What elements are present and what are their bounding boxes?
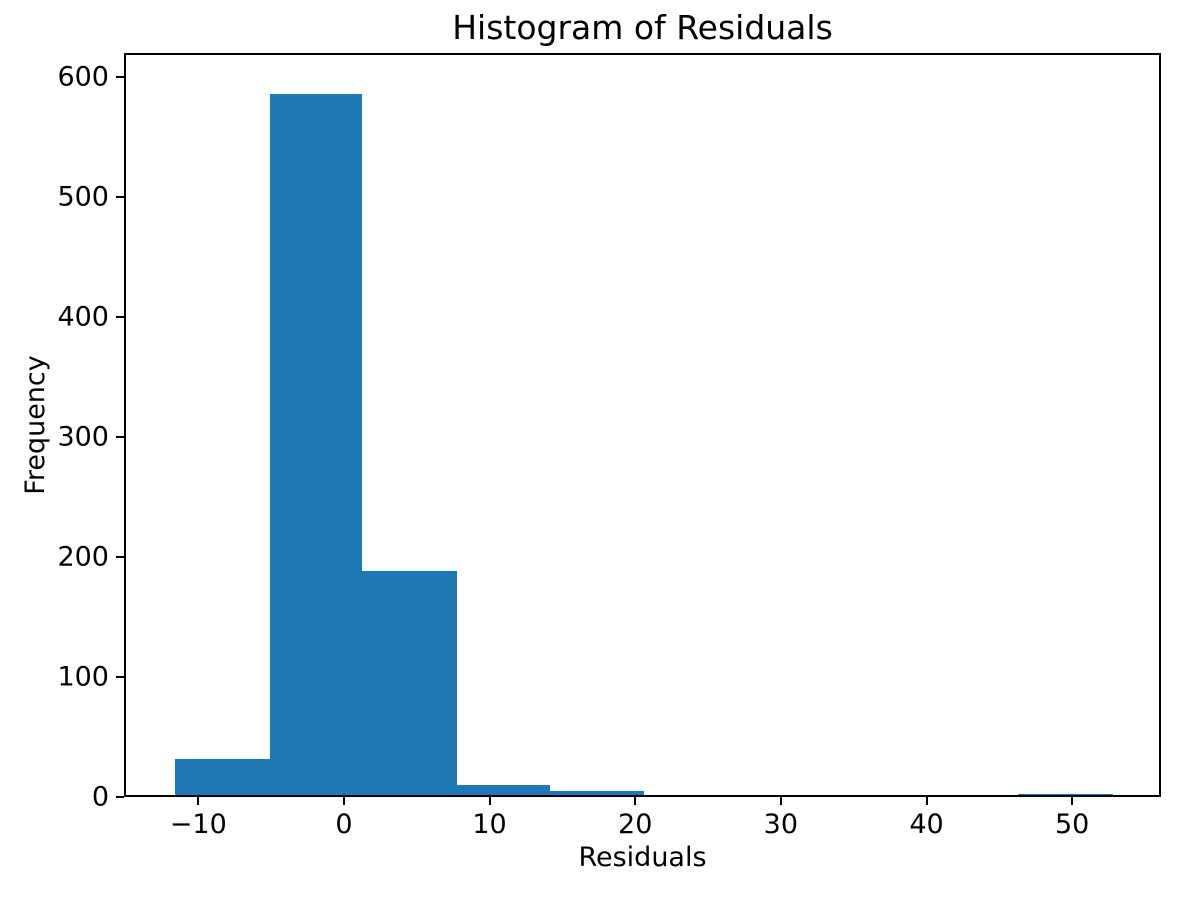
x-tick-label: 40 bbox=[909, 809, 944, 840]
y-axis-label: Frequency bbox=[19, 355, 51, 495]
y-tick-label: 0 bbox=[91, 781, 109, 813]
histogram-bar bbox=[269, 94, 363, 795]
x-tick-label: 30 bbox=[763, 809, 799, 840]
y-tick-label: 100 bbox=[57, 661, 109, 693]
y-tick-label: 300 bbox=[57, 421, 109, 453]
y-tick-mark bbox=[116, 675, 124, 678]
x-tick-mark bbox=[488, 797, 491, 805]
x-tick-mark bbox=[634, 797, 637, 805]
y-tick-label: 500 bbox=[57, 181, 109, 213]
histogram-bar bbox=[175, 759, 270, 795]
y-tick-label: 200 bbox=[57, 541, 109, 573]
y-tick-mark bbox=[116, 76, 124, 78]
x-tick-mark bbox=[197, 797, 200, 805]
x-tick-mark bbox=[342, 797, 345, 805]
y-tick-mark bbox=[116, 196, 124, 198]
histogram-bar bbox=[362, 570, 457, 795]
x-tick-mark bbox=[1071, 797, 1074, 805]
plot-area bbox=[124, 53, 1161, 797]
chart-title: Histogram of Residuals bbox=[452, 8, 833, 47]
y-tick-mark bbox=[116, 316, 124, 318]
x-tick-mark bbox=[925, 797, 928, 805]
y-tick-label: 600 bbox=[57, 61, 109, 93]
y-tick-mark bbox=[116, 796, 124, 798]
x-tick-mark bbox=[779, 797, 782, 805]
y-tick-label: 400 bbox=[57, 301, 109, 333]
y-tick-mark bbox=[116, 436, 124, 438]
x-tick-label: 20 bbox=[618, 809, 653, 840]
histogram-bar bbox=[456, 785, 550, 795]
x-tick-label: 10 bbox=[472, 809, 507, 840]
histogram-bar bbox=[1018, 793, 1113, 795]
x-tick-label: 50 bbox=[1054, 809, 1090, 840]
x-tick-label: −10 bbox=[169, 809, 227, 840]
y-tick-mark bbox=[116, 556, 124, 558]
x-tick-label: 0 bbox=[335, 809, 353, 840]
histogram-bars bbox=[126, 55, 1159, 795]
histogram-bar bbox=[549, 791, 644, 795]
x-axis-label: Residuals bbox=[578, 842, 707, 873]
